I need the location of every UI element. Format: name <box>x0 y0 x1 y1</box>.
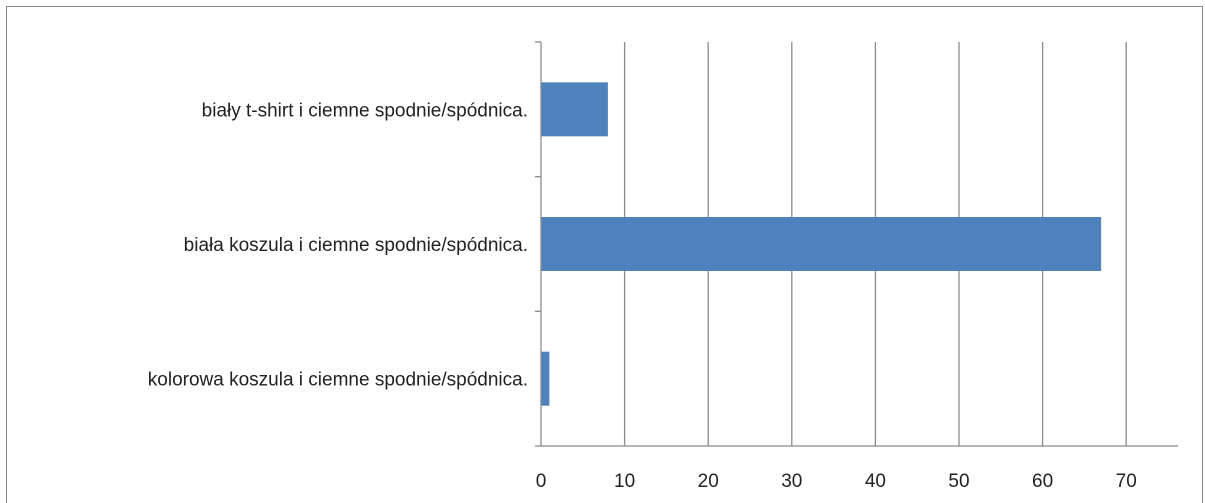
category-label-2: biała koszula i ciemne spodnie/spódnica. <box>184 235 528 256</box>
labels: biały t-shirt i ciemne spodnie/spódnica.… <box>148 100 1137 492</box>
x-tick-label-20: 20 <box>698 471 719 492</box>
axes <box>535 41 1178 447</box>
x-tick-label-50: 50 <box>948 471 969 492</box>
x-tick-label-30: 30 <box>781 471 802 492</box>
x-tick-label-40: 40 <box>865 471 886 492</box>
bar-1 <box>541 82 608 137</box>
category-label-3: kolorowa koszula i ciemne spodnie/spódni… <box>148 370 528 391</box>
x-tick-label-0: 0 <box>536 471 547 492</box>
bar-3 <box>541 351 550 406</box>
x-tick-label-10: 10 <box>614 471 635 492</box>
bar-2 <box>541 217 1102 271</box>
category-label-1: biały t-shirt i ciemne spodnie/spódnica. <box>202 100 528 121</box>
bars <box>541 82 1102 406</box>
x-tick-label-70: 70 <box>1116 471 1137 492</box>
x-tick-label-60: 60 <box>1032 471 1053 492</box>
